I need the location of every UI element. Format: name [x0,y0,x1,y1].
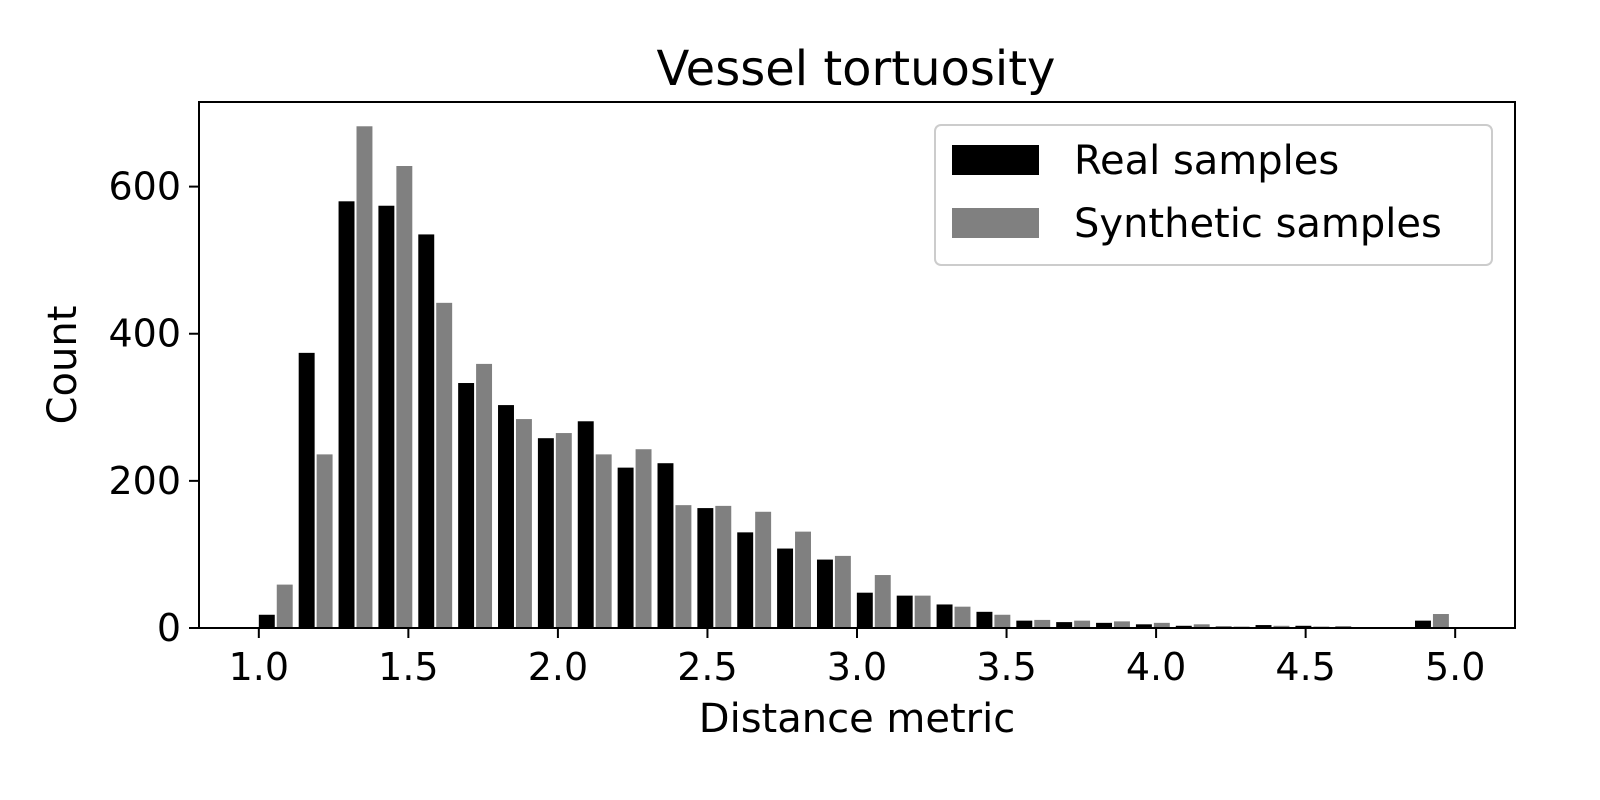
bar-synthetic-22 [1153,622,1170,628]
bar-real-20 [1056,622,1073,628]
bars-group [258,126,1449,629]
bar-real-1 [298,352,315,628]
bar-real-0 [258,614,275,628]
x-tick-label: 1.0 [229,645,289,689]
chart-title: Vessel tortuosity [657,41,1056,97]
bar-synthetic-3 [396,166,413,628]
x-tick-label: 5.0 [1425,645,1485,689]
bar-synthetic-12 [755,511,772,628]
y-axis-ticks: 0 200 400 600 [108,165,199,650]
bar-synthetic-29 [1432,614,1449,628]
bar-real-25 [1255,625,1272,628]
x-axis-label: Distance metric [699,696,1015,742]
y-tick-label: 0 [157,606,181,650]
bar-real-12 [737,532,754,628]
bar-real-19 [1016,620,1033,628]
y-tick-label: 600 [108,165,181,209]
bar-synthetic-19 [1034,619,1051,628]
bar-synthetic-7 [555,433,572,628]
bar-synthetic-9 [635,449,652,628]
x-tick-label: 2.0 [528,645,588,689]
bar-real-6 [498,405,514,628]
legend-box [934,124,1493,266]
x-axis-ticks: 1.0 1.5 2.0 2.5 3.0 3.5 4.0 4.5 5.0 [229,628,1485,689]
bar-real-2 [338,201,355,628]
bar-real-11 [697,508,714,628]
y-axis-label: Count [40,306,86,425]
x-tick-label: 1.5 [378,645,438,689]
x-tick-label: 3.5 [976,645,1036,689]
legend: Real samples Synthetic samples [934,124,1493,266]
bar-synthetic-10 [675,505,692,628]
bar-real-14 [816,559,833,628]
bar-real-3 [378,205,395,629]
bar-synthetic-13 [795,531,811,628]
bar-real-21 [1096,622,1112,628]
x-tick-label: 4.5 [1275,645,1335,689]
bar-real-29 [1415,620,1431,628]
y-tick-label: 200 [108,459,181,503]
bar-synthetic-15 [874,575,891,628]
bar-synthetic-16 [914,595,931,628]
bar-real-7 [537,438,554,628]
bar-synthetic-8 [595,454,612,628]
legend-swatch-real [952,145,1039,175]
bar-real-18 [976,611,993,628]
x-tick-label: 2.5 [677,645,737,689]
bar-real-22 [1135,624,1152,628]
legend-label-real: Real samples [1074,138,1339,184]
bar-synthetic-18 [994,614,1011,628]
legend-label-synthetic: Synthetic samples [1074,201,1442,247]
bar-synthetic-23 [1193,624,1210,628]
bar-real-13 [777,548,794,628]
bar-real-8 [577,421,594,628]
bar-real-23 [1175,625,1192,628]
bar-synthetic-14 [834,555,851,628]
bar-real-26 [1295,625,1312,628]
bar-synthetic-25 [1273,625,1290,628]
bar-synthetic-17 [954,606,971,628]
bar-synthetic-1 [316,454,333,628]
bar-synthetic-20 [1074,620,1091,628]
bar-real-15 [856,592,873,628]
bar-synthetic-11 [715,505,732,628]
x-tick-label: 3.0 [827,645,887,689]
bar-real-17 [936,604,953,628]
bar-synthetic-21 [1114,621,1130,628]
bar-real-16 [896,595,913,628]
bar-real-10 [657,463,674,628]
bar-synthetic-5 [476,363,493,628]
x-tick-label: 4.0 [1126,645,1186,689]
bar-synthetic-2 [356,126,373,628]
bar-real-5 [458,383,475,628]
legend-swatch-synthetic [952,208,1039,238]
bar-synthetic-6 [515,419,532,628]
bar-real-9 [617,467,634,628]
bar-synthetic-4 [436,302,453,628]
bar-synthetic-0 [276,584,293,628]
bar-real-4 [418,234,435,629]
y-tick-label: 400 [108,312,181,356]
